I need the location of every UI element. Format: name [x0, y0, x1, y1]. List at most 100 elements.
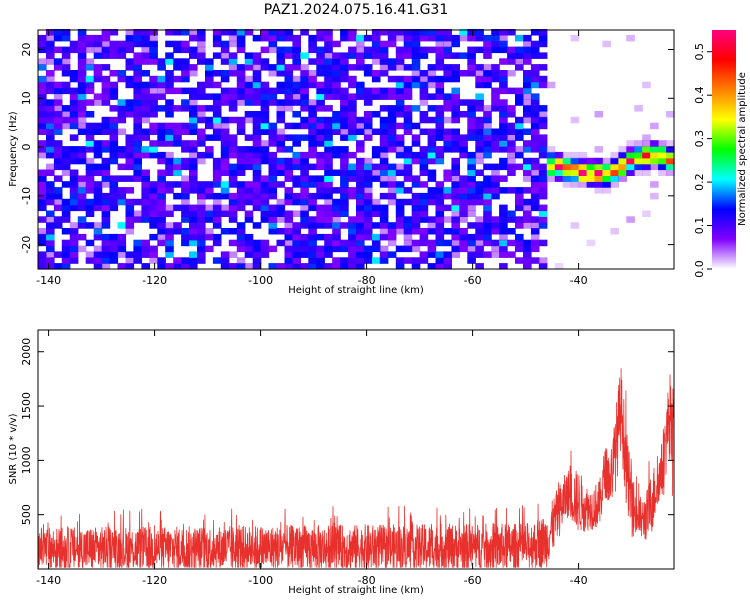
- spectrogram-cell: [379, 157, 389, 165]
- spectrogram-cell: [276, 34, 286, 42]
- spectrogram-cell: [46, 198, 55, 206]
- spectrogram-cell: [212, 216, 222, 223]
- spectrogram-cell: [292, 87, 301, 95]
- spectrogram-cell: [236, 116, 246, 124]
- spectrogram-cell: [650, 181, 659, 188]
- spectrogram-cell: [642, 81, 651, 89]
- spectrogram-cell: [228, 34, 238, 42]
- spectrogram-cell: [125, 198, 135, 206]
- spectrogram-cell: [371, 239, 381, 247]
- spectrogram-cell: [101, 146, 111, 153]
- colorbar-label: Normalized spectral amplitude: [737, 72, 748, 226]
- spectrogram-cell: [46, 146, 55, 153]
- spectrogram-cell: [38, 99, 47, 106]
- spectrogram-cell: [109, 93, 119, 100]
- spectrogram-cell: [451, 111, 460, 118]
- spectrogram-cell: [228, 198, 238, 206]
- spectrogram-cell: [499, 87, 508, 95]
- spectrogram-cell: [205, 210, 214, 217]
- spectrogram-cell: [197, 29, 206, 36]
- spectrogram-cell: [499, 34, 508, 42]
- spectrogram-cell: [459, 233, 468, 241]
- spectrogram-cell: [125, 111, 135, 118]
- spectrogram-cell: [38, 111, 47, 118]
- spectrogram-cell: [252, 151, 262, 159]
- spectrogram-cell: [419, 111, 429, 118]
- spectrogram-cell: [499, 105, 508, 112]
- spectrogram-cell: [181, 216, 190, 223]
- spectrogram-cell: [650, 151, 659, 159]
- spectrogram-cell: [443, 64, 452, 71]
- spectrogram-cell: [141, 81, 150, 89]
- spectrogram-cell: [507, 122, 516, 130]
- spectrogram-cell: [491, 228, 500, 235]
- spectrogram-cell: [332, 233, 341, 241]
- spectrogram-cell: [332, 151, 341, 159]
- spectrogram-cell: [530, 105, 540, 112]
- spectrogram-cell: [332, 216, 341, 223]
- spectrogram-cell: [523, 216, 532, 223]
- spectrogram-cell: [244, 263, 254, 270]
- spectrogram-cell: [149, 29, 158, 36]
- spectrogram-cell: [363, 204, 373, 212]
- spectrogram-cell: [228, 151, 238, 159]
- spectrogram-cell: [459, 198, 468, 206]
- spectrogram-cell: [363, 216, 373, 223]
- spectrogram-cell: [252, 75, 262, 83]
- spectrogram-cell: [602, 157, 611, 165]
- spectrogram-cell: [411, 210, 421, 217]
- spectrogram-cell: [133, 116, 142, 124]
- spectrogram-cell: [308, 222, 317, 229]
- spectrogram-cell: [379, 245, 389, 253]
- spectrogram-cell: [379, 105, 389, 112]
- spectrogram-cell: [324, 169, 333, 176]
- spectrogram-cell: [467, 70, 476, 77]
- spectrogram-cell: [427, 222, 437, 229]
- spectrogram-cell: [101, 29, 111, 36]
- spectrogram-cell: [292, 245, 301, 253]
- spectrogram-cell: [165, 163, 174, 171]
- spectrogram-cell: [411, 175, 421, 182]
- spectrogram-cell: [435, 40, 445, 48]
- spectrogram-cell: [244, 99, 254, 106]
- spectrogram-cell: [300, 134, 309, 141]
- spectrogram-cell: [403, 228, 413, 235]
- spectrogram-cell: [228, 29, 238, 36]
- spectrogram-cell: [46, 163, 55, 171]
- spectrogram-cell: [658, 151, 667, 159]
- spectrogram-cell: [324, 134, 333, 141]
- spectrogram-cell: [220, 192, 230, 200]
- spectrogram-cell: [419, 34, 429, 42]
- spectrogram-cell: [85, 187, 95, 194]
- spectrogram-cell: [507, 140, 516, 147]
- spectrogram-cell: [228, 210, 238, 217]
- spectrogram-cell: [236, 228, 246, 235]
- spectrogram-cell: [205, 75, 214, 83]
- spectrogram-cell: [276, 70, 286, 77]
- spectrogram-cell: [308, 58, 317, 65]
- spectrogram-cell: [363, 64, 373, 71]
- spectrogram-cell: [459, 146, 468, 153]
- spectrogram-cell: [205, 64, 214, 71]
- spectrogram-cell: [324, 128, 333, 135]
- spectrogram-cell: [626, 151, 635, 159]
- spectrogram-cell: [387, 163, 397, 171]
- spectrogram-cell: [602, 175, 611, 182]
- spectrogram-cell: [77, 198, 87, 206]
- spectrogram-cell: [316, 81, 325, 89]
- spectrogram-cell: [395, 163, 405, 171]
- spectrogram-cell: [189, 216, 198, 223]
- spectrogram-cell: [395, 87, 405, 95]
- spectrogram-cell: [260, 116, 270, 124]
- spectrogram-cell: [117, 163, 127, 171]
- spectrogram-cell: [316, 257, 325, 264]
- spectrogram-cell: [523, 111, 532, 118]
- spectrogram-cell: [483, 239, 492, 247]
- spectrogram-cell: [38, 128, 47, 135]
- spectrogram-cell: [523, 75, 532, 83]
- spectrogram-cell: [109, 116, 119, 124]
- spectrogram-cell: [133, 210, 142, 217]
- spectrogram-cell: [300, 157, 309, 165]
- spectrogram-cell: [324, 181, 333, 188]
- spectrogram-cell: [324, 52, 333, 59]
